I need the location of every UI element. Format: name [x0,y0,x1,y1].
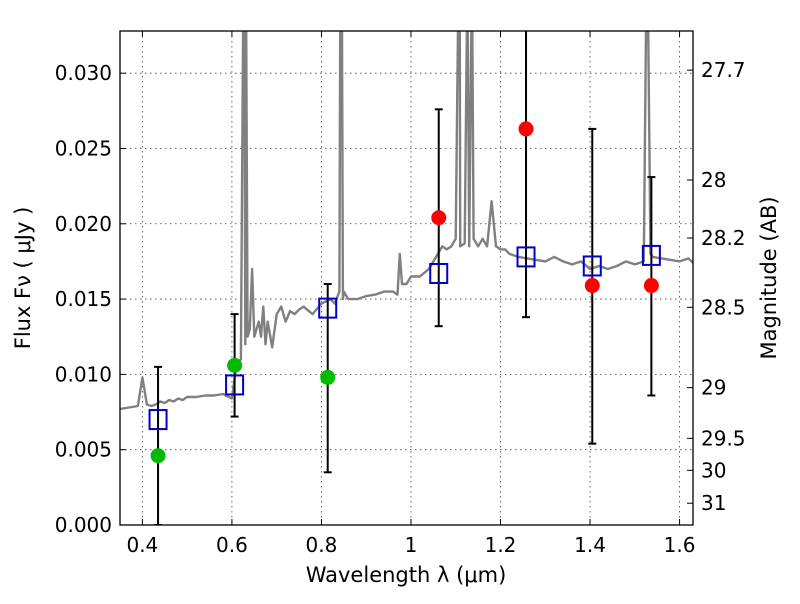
model-photometry-square [582,255,602,277]
x-tick-label: 1.2 [485,533,517,557]
x-tick-label: 0.8 [306,533,338,557]
y2-axis-title: Magnitude (AB) [757,196,781,359]
y-tick-label: 0.025 [55,136,112,160]
y-tick-label: 0.020 [55,212,112,236]
mag-tick-label: 28.5 [701,295,746,319]
observed-point-green [227,357,243,373]
plot-frame [119,30,694,526]
mag-tick-label: 28.2 [701,226,746,250]
model-photometry-square [429,262,449,284]
y-tick-label: 0.015 [55,287,112,311]
y-tick-label: 0.005 [55,438,112,462]
mag-tick-label: 31 [701,491,726,515]
mag-tick-label: 27.7 [701,58,746,82]
observed-point-green [150,448,166,464]
observed-point-red [431,210,447,226]
observed-point-red [584,278,600,294]
observed-point-green [320,369,336,385]
x-axis-title: Wavelength λ (μm) [306,563,507,587]
plot-area [120,31,693,525]
tick-labels: 0.4 0.6 0.8 1 1.2 1.4 1.6 0.000 0.005 0.010 0.015 0… [55,58,746,557]
x-tick-label: 0.6 [216,533,248,557]
model-photometry-square [318,297,338,319]
mag-tick-label: 28 [701,168,726,192]
x-tick-label: 1 [405,533,418,557]
model-photometry-square [148,409,168,431]
x-tick-label: 1.4 [574,533,606,557]
model-photometry-square [225,374,245,396]
axis-ticks [120,31,693,526]
model-photometry-square [641,244,661,266]
x-tick-label: 0.4 [126,533,158,557]
mag-tick-label: 30 [701,458,726,482]
y-axis-title: Flux Fν ( μJy ) [11,207,35,350]
y-tick-label: 0.000 [55,513,112,537]
y-tick-label: 0.010 [55,362,112,386]
observed-point-red [518,121,534,137]
observed-point-red [643,278,659,294]
mag-tick-label: 29 [701,376,726,400]
mag-tick-label: 29.5 [701,426,746,450]
model-photometry-square [516,246,536,268]
x-tick-label: 1.6 [664,533,696,557]
y-tick-label: 0.030 [55,61,112,85]
